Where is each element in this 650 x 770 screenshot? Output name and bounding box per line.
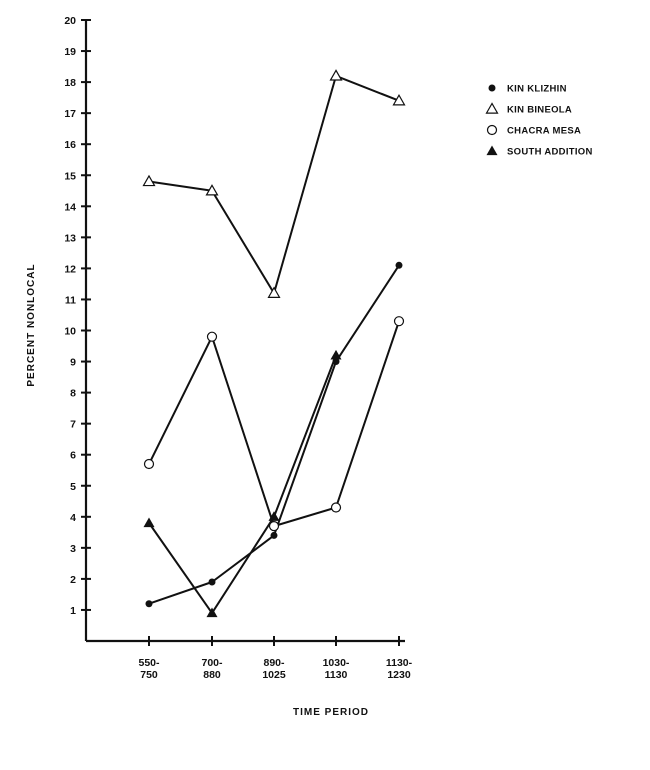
y-tick-label: 18 (64, 77, 76, 89)
y-axis-title: PERCENT NONLOCAL (26, 263, 37, 386)
data-point-chacra-mesa (330, 502, 342, 513)
y-tick-label: 16 (64, 139, 76, 151)
data-point-chacra-mesa (143, 458, 155, 470)
data-point-chacra-mesa (393, 316, 405, 327)
y-tick-label: 8 (70, 388, 76, 400)
series-markers (142, 69, 406, 618)
series-line-chacra-mesa (148, 320, 400, 528)
x-tick-label: 1130- (386, 657, 413, 669)
data-point-kin-klizhin (395, 261, 403, 269)
data-point-kin-klizhin (332, 358, 340, 366)
y-tick-label: 12 (64, 263, 76, 275)
y-tick-label: 1 (70, 605, 76, 617)
y-tick-label: 10 (64, 326, 76, 338)
legend-label-kin-bineola: KIN BINEOLA (507, 105, 572, 116)
legend-label-south-addition: SOUTH ADDITION (507, 147, 593, 158)
y-tick-label: 2 (70, 574, 76, 586)
y-tick-label: 9 (70, 357, 76, 369)
y-tick-label: 3 (70, 543, 76, 555)
data-point-kin-klizhin (270, 531, 278, 539)
x-tick-label: 1230 (387, 669, 411, 681)
x-axis-title: TIME PERIOD (293, 707, 369, 718)
x-axis-ticks: 550-750 700-880 890-1025 1030-1130 1130-1230 (138, 636, 413, 681)
legend-label-kin-klizhin: KIN KLIZHIN (507, 84, 567, 95)
legend-marker-chacra-mesa (486, 124, 498, 136)
y-tick-label: 7 (70, 419, 76, 431)
x-tick-label: 880 (203, 669, 221, 681)
x-tick-label: 1130 (325, 669, 348, 681)
data-point-kin-klizhin (145, 600, 153, 608)
data-point-kin-bineola (205, 184, 219, 196)
data-point-kin-bineola (267, 286, 281, 298)
legend-marker-south-addition (486, 145, 498, 156)
x-tick-label: 700- (201, 657, 223, 669)
series-line-south-addition (148, 354, 337, 615)
legend: KIN KLIZHIN KIN BINEOLA CHACRA MESA SOUTH A… (485, 84, 593, 158)
y-tick-label: 5 (70, 481, 76, 493)
y-tick-label: 17 (64, 108, 76, 120)
data-point-south-addition (330, 349, 342, 360)
legend-marker-kin-klizhin (488, 84, 496, 92)
x-tick-label: 890- (263, 657, 285, 669)
y-tick-label: 13 (64, 232, 76, 244)
data-point-south-addition (143, 517, 155, 528)
x-tick-label: 550- (138, 657, 160, 669)
y-tick-label: 14 (64, 201, 76, 213)
data-point-kin-klizhin (208, 578, 216, 586)
y-tick-label: 20 (64, 15, 76, 27)
data-point-kin-bineola (392, 94, 406, 106)
data-point-south-addition (206, 607, 218, 618)
y-tick-label: 6 (70, 450, 76, 462)
data-point-south-addition (268, 511, 280, 521)
legend-marker-kin-bineola (485, 102, 499, 114)
y-tick-label: 11 (65, 294, 76, 306)
y-tick-label: 4 (70, 512, 76, 524)
y-tick-label: 19 (64, 46, 76, 58)
y-tick-label: 15 (64, 170, 76, 182)
data-point-kin-bineola (142, 174, 156, 187)
data-point-chacra-mesa (206, 331, 218, 342)
data-point-chacra-mesa (268, 521, 280, 532)
x-tick-label: 750 (140, 669, 158, 681)
x-tick-label: 1030- (323, 657, 350, 669)
x-tick-label: 1025 (262, 669, 286, 681)
series-line-kin-bineola (148, 74, 400, 295)
data-point-kin-bineola (329, 69, 343, 81)
legend-label-chacra-mesa: CHACRA MESA (507, 126, 581, 137)
